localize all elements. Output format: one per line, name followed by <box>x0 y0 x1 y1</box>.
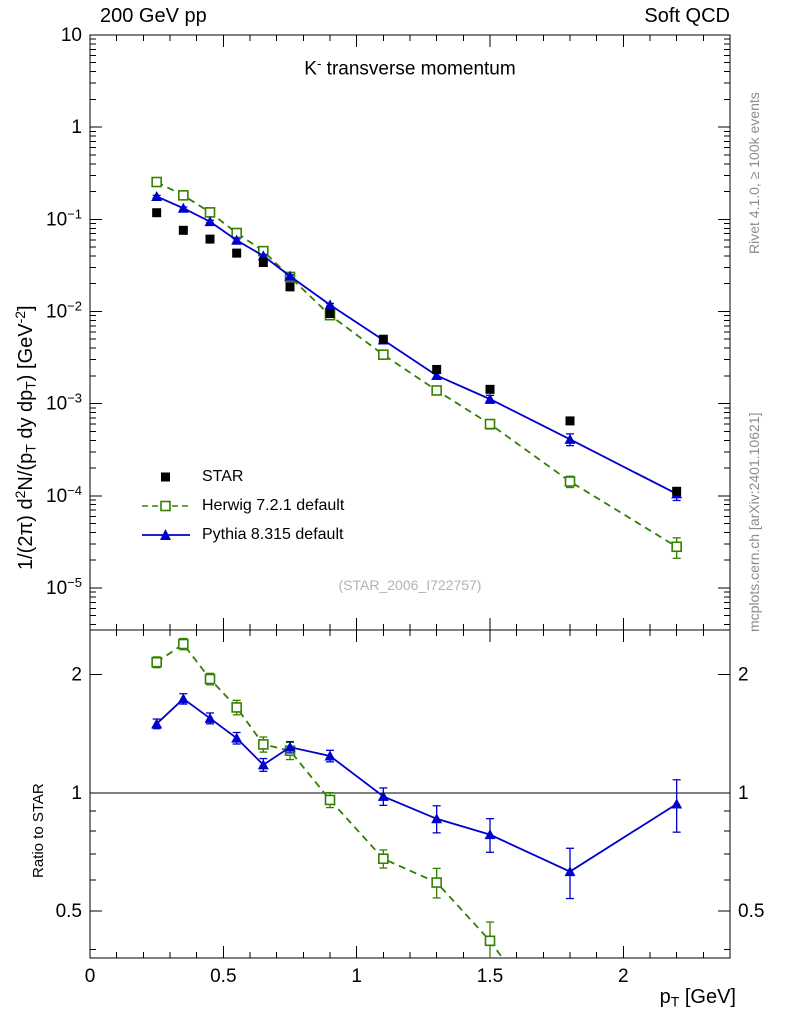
svg-text:10: 10 <box>61 25 82 46</box>
star-marker-icon <box>161 472 170 481</box>
svg-text:10−4: 10−4 <box>46 483 82 507</box>
svg-text:2: 2 <box>738 665 749 686</box>
svg-text:0: 0 <box>85 966 96 987</box>
y-axis-label: 1/(2π) d2N/(pT dy dpT) [GeV-2] <box>12 305 39 570</box>
mcplots-reference-note: mcplots.cern.ch [arXiv:2401.10621] <box>746 412 762 632</box>
pythia-marker-icon <box>142 528 190 540</box>
beam-energy-label: 200 GeV pp <box>100 5 207 27</box>
svg-text:10−2: 10−2 <box>46 298 82 322</box>
legend-item-pythia: Pythia 8.315 default <box>142 520 344 549</box>
rivet-version-note: Rivet 4.1.0, ≥ 100k events <box>746 92 762 254</box>
svg-text:2: 2 <box>71 665 82 686</box>
legend-item-herwig: Herwig 7.2.1 default <box>142 491 344 520</box>
svg-text:0.5: 0.5 <box>738 901 764 922</box>
svg-text:0.5: 0.5 <box>210 966 236 987</box>
svg-text:1: 1 <box>71 117 82 138</box>
legend: STAR Herwig 7.2.1 default Pythia 8.315 d… <box>142 462 344 549</box>
legend-label-herwig: Herwig 7.2.1 default <box>202 496 345 514</box>
svg-text:0.5: 0.5 <box>56 901 82 922</box>
process-group-label: Soft QCD <box>644 5 730 27</box>
svg-text:10−1: 10−1 <box>46 206 82 230</box>
legend-label-pythia: Pythia 8.315 default <box>202 525 344 543</box>
svg-text:10−5: 10−5 <box>46 575 82 599</box>
legend-label-star: STAR <box>202 467 244 485</box>
analysis-id-watermark: (STAR_2006_I722757) <box>338 577 482 593</box>
svg-text:10−3: 10−3 <box>46 391 82 415</box>
legend-item-star: STAR <box>142 462 344 491</box>
svg-text:1.5: 1.5 <box>477 966 503 987</box>
x-axis-label: pT [GeV] <box>659 986 736 1010</box>
svg-text:2: 2 <box>618 966 629 987</box>
herwig-marker-icon <box>142 500 190 511</box>
svg-text:1: 1 <box>738 783 749 804</box>
svg-text:1: 1 <box>351 966 362 987</box>
svg-text:1: 1 <box>71 783 82 804</box>
ratio-axis-label: Ratio to STAR <box>30 783 47 878</box>
plot-title: K- transverse momentum <box>304 56 516 80</box>
